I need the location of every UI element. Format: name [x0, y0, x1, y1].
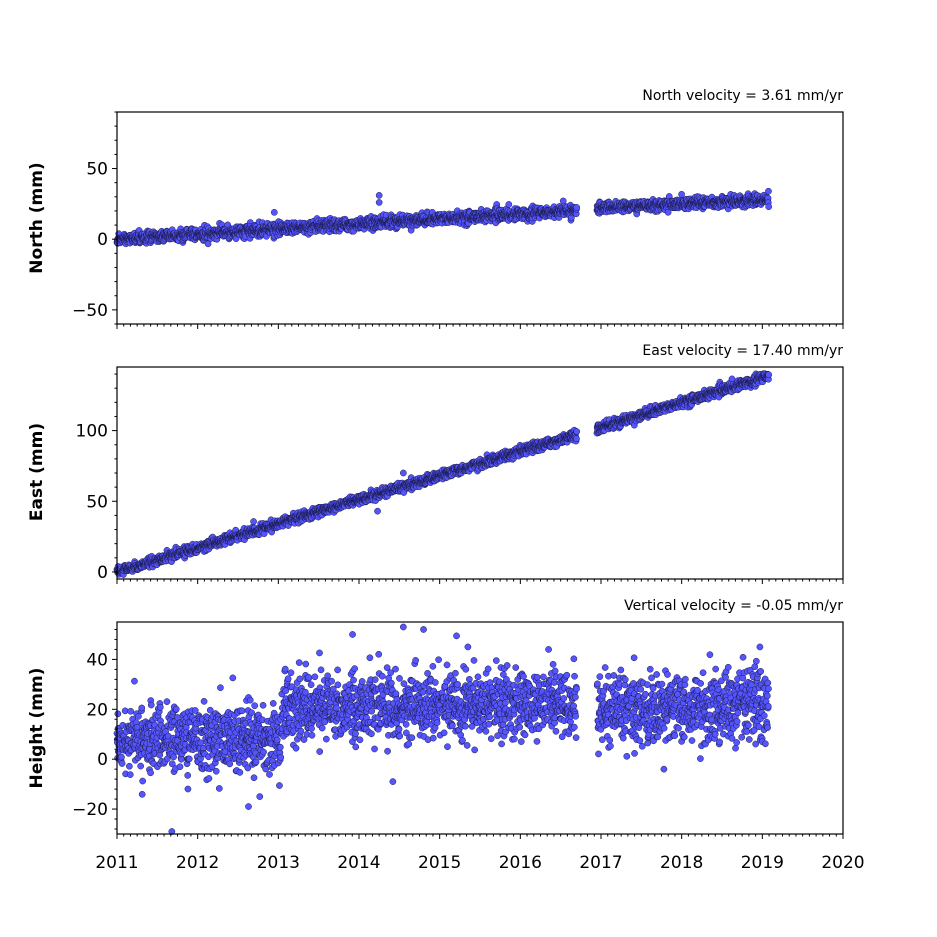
- east-points: [113, 370, 773, 578]
- y-tick-label: 0: [97, 230, 108, 250]
- east-ylabel: East (mm): [27, 423, 47, 521]
- north-panel: North velocity = 3.61 mm/yr North (mm) −…: [27, 88, 844, 329]
- north-title: North velocity = 3.61 mm/yr: [642, 88, 843, 104]
- y-tick-label: 50: [86, 160, 108, 180]
- data-point: [765, 187, 772, 195]
- east-panel: East velocity = 17.40 mm/yr East (mm) 05…: [27, 343, 844, 584]
- east-title: East velocity = 17.40 mm/yr: [642, 343, 843, 359]
- data-point: [573, 204, 581, 211]
- data-point: [573, 435, 580, 443]
- data-point: [678, 190, 685, 198]
- outlier-point: [375, 199, 383, 206]
- data-point: [505, 201, 513, 208]
- data-point: [573, 428, 581, 435]
- y-tick-label: −50: [72, 301, 108, 321]
- north-ylabel: North (mm): [27, 162, 47, 273]
- outlier-point: [375, 192, 383, 199]
- data-point: [204, 240, 212, 248]
- north-points: [113, 187, 773, 248]
- data-point: [559, 197, 567, 205]
- data-point: [250, 518, 257, 525]
- outlier-point: [270, 209, 278, 216]
- data-point: [765, 203, 773, 211]
